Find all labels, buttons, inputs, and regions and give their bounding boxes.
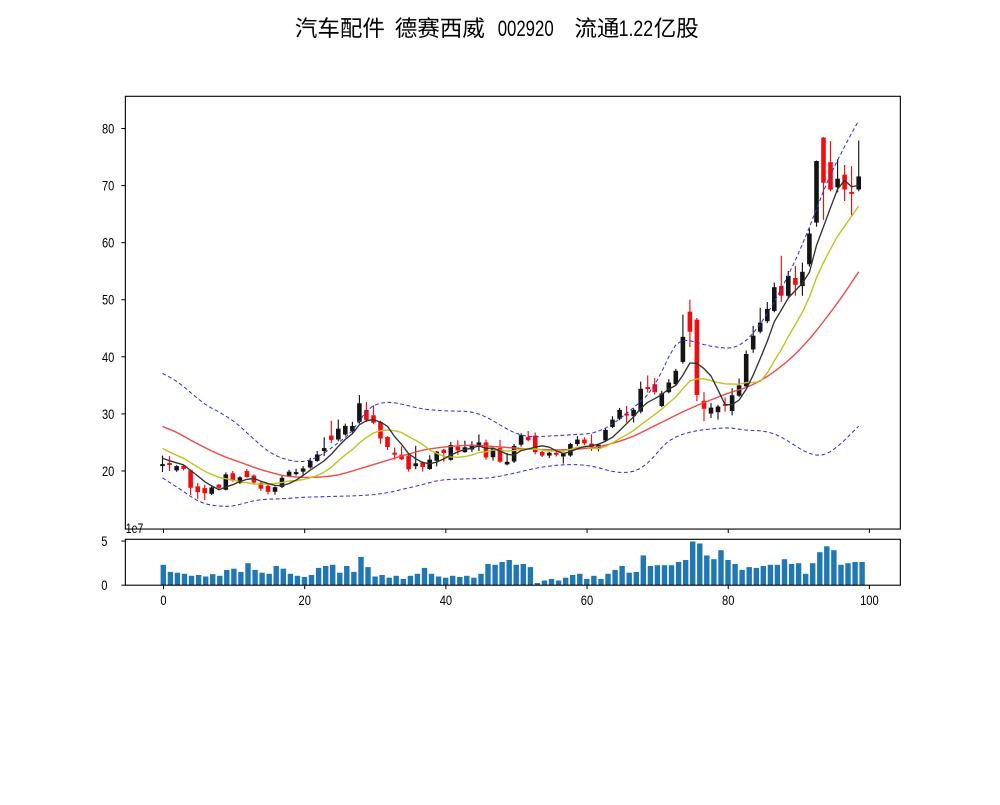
svg-text:60: 60 (581, 593, 593, 609)
svg-text:50: 50 (102, 293, 114, 309)
svg-text:20: 20 (102, 464, 114, 480)
svg-text:30: 30 (102, 407, 114, 423)
svg-text:0: 0 (101, 578, 107, 594)
svg-text:60: 60 (102, 236, 114, 252)
svg-text:70: 70 (102, 179, 114, 195)
svg-text:002920: 002920 (498, 16, 554, 41)
svg-text:100: 100 (860, 593, 879, 609)
svg-text:80: 80 (102, 122, 114, 138)
svg-text:5: 5 (101, 534, 107, 550)
svg-text:0: 0 (160, 593, 166, 609)
svg-text:40: 40 (102, 350, 114, 366)
svg-text:40: 40 (440, 593, 452, 609)
svg-text:20: 20 (299, 593, 311, 609)
svg-text:1.22: 1.22 (619, 16, 654, 41)
svg-text:1e7: 1e7 (126, 521, 144, 537)
svg-text:80: 80 (722, 593, 734, 609)
